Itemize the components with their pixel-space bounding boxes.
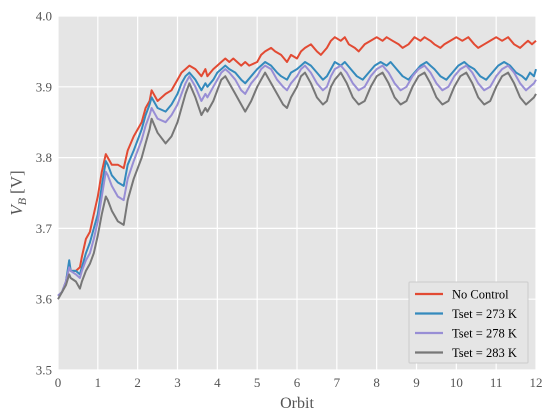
legend-label-2: Tset = 278 K	[452, 327, 517, 341]
x-tick-label: 0	[55, 375, 62, 390]
legend-label-1: Tset = 273 K	[452, 307, 517, 321]
x-tick-label: 5	[254, 375, 261, 390]
legend-label-0: No Control	[452, 288, 509, 302]
x-tick-label: 4	[214, 375, 221, 390]
x-tick-label: 6	[294, 375, 301, 390]
x-tick-label: 10	[450, 375, 463, 390]
legend-label-3: Tset = 283 K	[452, 346, 517, 360]
legend-box	[408, 281, 529, 364]
x-tick-label: 8	[373, 375, 380, 390]
series-line-3	[57, 71, 537, 300]
y-tick-label: 3.5	[36, 363, 52, 378]
x-tick-label: 9	[413, 375, 420, 390]
series-line-1	[57, 61, 537, 297]
y-tick-label: 3.8	[36, 150, 52, 165]
x-tick-label: 1	[95, 375, 102, 390]
series-line-0	[57, 36, 537, 297]
x-axis-label: Orbit	[280, 395, 314, 412]
x-tick-label: 3	[174, 375, 181, 390]
y-axis-label-sub: B	[15, 197, 29, 205]
x-tick-label: 2	[134, 375, 141, 390]
y-tick-label: 4.0	[36, 9, 52, 24]
legend: No Control Tset = 273 K Tset = 278 K Tset =…	[408, 281, 529, 364]
x-tick-label: 12	[530, 375, 543, 390]
x-tick-label: 7	[334, 375, 341, 390]
x-tick-labels: 0 1 2 3 4 5 6 7 8 9 10 11 12	[55, 375, 543, 390]
y-axis-label-unit: [V]	[7, 170, 26, 194]
y-tick-label: 3.7	[36, 221, 53, 236]
y-axis-label-main: V	[7, 203, 26, 216]
y-tick-labels: 3.5 3.6 3.7 3.8 3.9 4.0	[36, 9, 53, 378]
series-line-2	[57, 64, 537, 297]
y-tick-label: 3.9	[36, 79, 52, 94]
x-tick-label: 11	[490, 375, 503, 390]
series-lines	[57, 36, 537, 300]
y-tick-label: 3.6	[36, 292, 53, 307]
y-axis-label: VB [V]	[7, 170, 29, 215]
